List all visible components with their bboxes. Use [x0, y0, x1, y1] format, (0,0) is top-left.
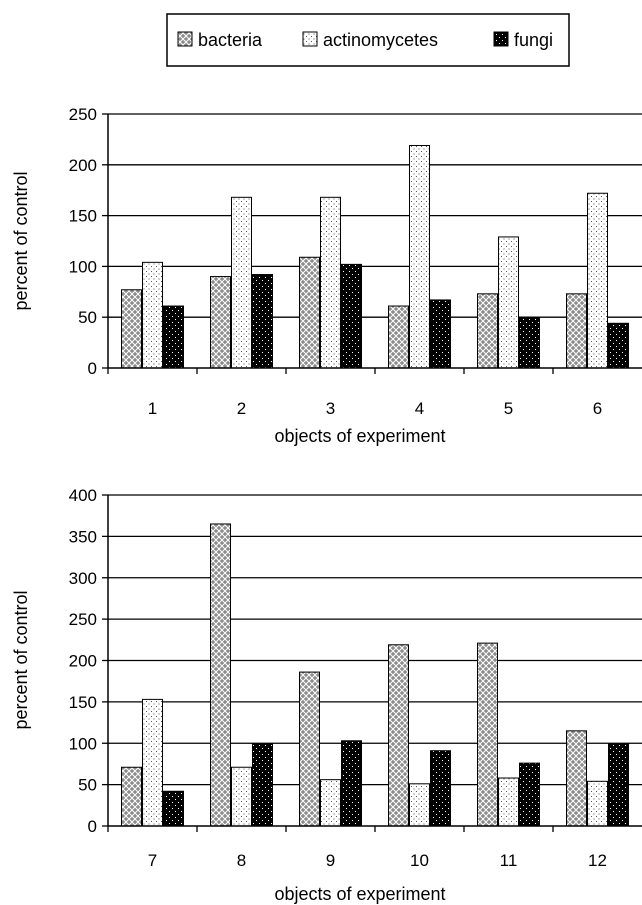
y-tick-label: 150 [69, 207, 97, 226]
gridlines-top [108, 113, 642, 318]
legend-swatch-bacteria [177, 31, 193, 47]
x-axis-title-bottom: objects of experiment [274, 884, 445, 904]
bar-fungi-1 [163, 305, 184, 369]
x-tick-label: 12 [588, 851, 607, 870]
legend-swatch-actinomycetes [302, 31, 318, 47]
y-tick-label: 150 [69, 693, 97, 712]
gridlines-bottom [108, 494, 642, 786]
bar-bacteria-9 [299, 671, 320, 827]
x-tick-labels-bottom: 7 8 9 10 11 12 [148, 851, 607, 870]
bar-bacteria-2 [210, 276, 231, 369]
x-tick-label: 5 [504, 399, 513, 418]
x-tick-label: 9 [326, 851, 335, 870]
y-tick-label: 250 [69, 610, 97, 629]
bar-fungi-2 [252, 274, 273, 369]
bar-fungi-7 [163, 790, 184, 827]
bar-bacteria-12 [566, 730, 587, 827]
bars-top [121, 144, 629, 369]
legend-label-actinomycetes: actinomycetes [323, 30, 438, 50]
bar-fungi-9 [341, 740, 362, 827]
bar-fungi-8 [252, 743, 273, 827]
bars-bottom [121, 523, 629, 827]
bar-actinomycetes-2 [231, 196, 252, 369]
x-tick-label: 11 [500, 851, 518, 870]
bar-fungi-12 [608, 743, 629, 827]
bar-actinomycetes-7 [142, 698, 163, 827]
bar-fungi-6 [608, 322, 629, 369]
bar-bacteria-11 [477, 642, 498, 827]
y-tick-label: 300 [69, 569, 97, 588]
bar-fungi-3 [341, 263, 362, 369]
bar-actinomycetes-9 [320, 779, 341, 827]
bar-bacteria-6 [566, 293, 587, 369]
chart-top: 0 50 100 150 200 250 1 2 3 4 5 6 percent of contro… [11, 105, 642, 446]
bar-bacteria-4 [388, 305, 409, 369]
y-axis-title-bottom: percent of control [11, 590, 31, 729]
x-tick-label: 1 [148, 399, 157, 418]
bar-bacteria-1 [121, 289, 142, 369]
y-tick-label: 350 [69, 527, 97, 546]
y-tick-labels-bottom: 0 50 100 150 200 250 300 350 400 [69, 486, 97, 836]
bar-actinomycetes-6 [587, 192, 608, 369]
bar-actinomycetes-3 [320, 196, 341, 369]
x-tick-label: 8 [237, 851, 246, 870]
y-tick-label: 200 [69, 156, 97, 175]
x-tick-labels-top: 1 2 3 4 5 6 [148, 399, 602, 418]
bar-bacteria-7 [121, 766, 142, 827]
bar-actinomycetes-10 [409, 783, 430, 827]
y-axis-title-top: percent of control [11, 171, 31, 310]
bar-fungi-10 [430, 750, 451, 827]
bar-actinomycetes-12 [587, 780, 608, 827]
bar-bacteria-8 [210, 523, 231, 827]
legend-swatch-fungi [493, 31, 509, 47]
bar-actinomycetes-5 [498, 236, 519, 369]
y-tick-labels-top: 0 50 100 150 200 250 [69, 105, 97, 378]
axes-top [102, 113, 642, 374]
bar-fungi-11 [519, 762, 540, 827]
x-axis-title-top: objects of experiment [274, 426, 445, 446]
bar-bacteria-10 [388, 644, 409, 827]
legend-label-bacteria: bacteria [198, 30, 263, 50]
y-tick-label: 400 [69, 486, 97, 505]
axes-bottom [102, 494, 642, 832]
bar-bacteria-5 [477, 293, 498, 369]
y-tick-label: 200 [69, 652, 97, 671]
bar-actinomycetes-4 [409, 144, 430, 369]
y-tick-label: 0 [88, 359, 97, 378]
y-tick-label: 50 [78, 776, 97, 795]
bar-actinomycetes-1 [142, 261, 163, 369]
x-tick-label: 10 [410, 851, 429, 870]
bar-actinomycetes-8 [231, 766, 252, 827]
bar-actinomycetes-11 [498, 777, 519, 827]
y-tick-label: 250 [69, 105, 97, 124]
chart-bottom: 0 50 100 150 200 250 300 350 400 7 8 9 10 11 12 perce… [11, 486, 642, 904]
y-tick-label: 0 [88, 817, 97, 836]
y-tick-label: 100 [69, 257, 97, 276]
legend-label-fungi: fungi [514, 30, 553, 50]
y-tick-label: 50 [78, 308, 97, 327]
legend: bacteria actinomycetes fungi [166, 13, 570, 67]
x-tick-label: 6 [593, 399, 602, 418]
x-tick-label: 2 [237, 399, 246, 418]
y-tick-label: 100 [69, 734, 97, 753]
x-tick-label: 7 [148, 851, 157, 870]
bar-bacteria-3 [299, 256, 320, 369]
bar-fungi-4 [430, 299, 451, 369]
bar-fungi-5 [519, 316, 540, 369]
x-tick-label: 3 [326, 399, 335, 418]
x-tick-label: 4 [415, 399, 424, 418]
